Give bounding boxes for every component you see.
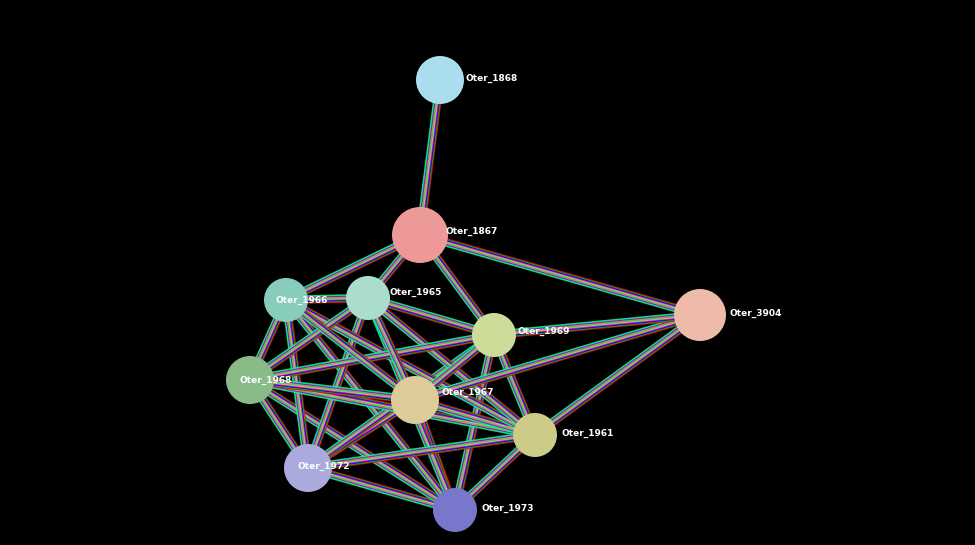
Text: Oter_1868: Oter_1868 xyxy=(466,74,519,83)
Text: Oter_1969: Oter_1969 xyxy=(518,326,570,336)
Text: Oter_3904: Oter_3904 xyxy=(730,308,782,318)
Circle shape xyxy=(513,413,557,457)
Circle shape xyxy=(674,289,726,341)
Text: Oter_1973: Oter_1973 xyxy=(481,504,533,512)
Circle shape xyxy=(416,56,464,104)
Text: Oter_1965: Oter_1965 xyxy=(390,287,443,296)
Circle shape xyxy=(392,207,448,263)
Text: Oter_1968: Oter_1968 xyxy=(240,376,292,385)
Text: Oter_1972: Oter_1972 xyxy=(298,462,350,470)
Circle shape xyxy=(472,313,516,357)
Circle shape xyxy=(391,376,439,424)
Text: Oter_1961: Oter_1961 xyxy=(561,428,613,438)
Circle shape xyxy=(433,488,477,532)
Circle shape xyxy=(346,276,390,320)
Text: Oter_1867: Oter_1867 xyxy=(446,226,498,235)
Circle shape xyxy=(264,278,308,322)
Circle shape xyxy=(226,356,274,404)
Circle shape xyxy=(284,444,332,492)
Text: Oter_1966: Oter_1966 xyxy=(276,295,329,305)
Text: Oter_1967: Oter_1967 xyxy=(441,387,493,397)
